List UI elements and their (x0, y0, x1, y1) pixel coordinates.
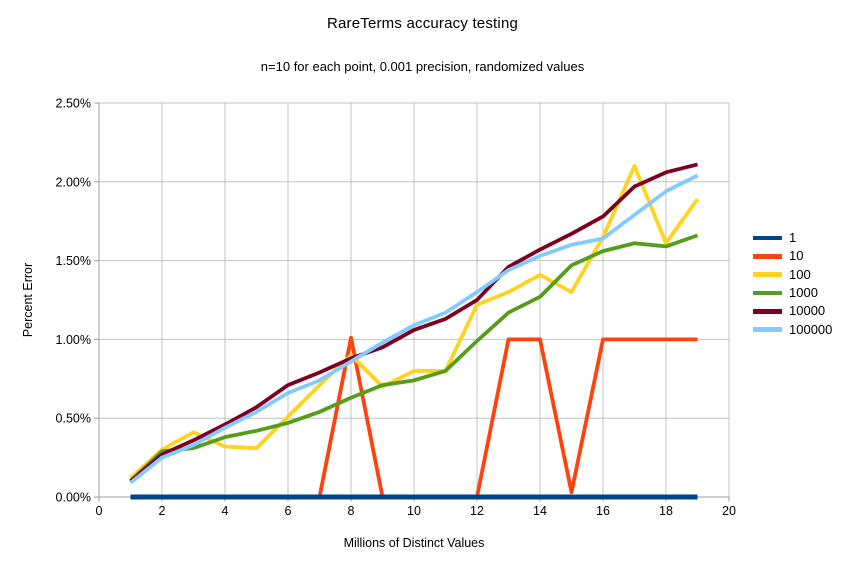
legend-swatch-1000 (753, 290, 782, 296)
x-tick-label: 8 (348, 504, 355, 518)
series-line-10000 (129, 162, 698, 483)
legend-swatch-1 (753, 235, 782, 241)
legend-label-100000: 100000 (789, 321, 833, 337)
x-tick-label: 18 (659, 504, 673, 518)
y-tick-label: 0.50% (56, 412, 91, 426)
legend-label-1: 1 (789, 230, 797, 246)
y-tick-label: 0.00% (56, 491, 91, 505)
chart-subtitle: n=10 for each point, 0.001 precision, ra… (260, 59, 585, 74)
legend-swatch-100 (753, 272, 782, 277)
x-axis-title: Millions of Distinct Values (343, 536, 485, 550)
legend-item-100: 100 (753, 266, 832, 284)
series-line-1000 (129, 233, 699, 483)
x-tick-label: 16 (596, 504, 610, 518)
y-tick-label: 1.50% (56, 254, 91, 268)
x-tick-label: 4 (222, 504, 229, 518)
legend-swatch-10 (753, 254, 782, 259)
legend: 1 10 100 1000 10000 100000 (753, 229, 832, 339)
x-tick-label: 2 (159, 504, 166, 518)
x-tick-label: 12 (470, 504, 484, 518)
x-tick-label: 10 (407, 504, 421, 518)
y-tick-label: 1.00% (56, 333, 91, 347)
legend-item-1: 1 (753, 229, 832, 247)
x-tick-label: 0 (96, 504, 103, 518)
legend-label-10: 10 (789, 248, 804, 264)
legend-item-100000: 100000 (753, 320, 832, 338)
legend-label-100: 100 (789, 266, 811, 282)
legend-swatch-100000 (753, 327, 782, 332)
y-tick-label: 2.50% (56, 97, 91, 111)
y-axis-title: Percent Error (21, 262, 35, 338)
legend-item-10000: 10000 (753, 302, 832, 320)
legend-item-10: 10 (753, 247, 832, 265)
x-tick-label: 14 (533, 504, 547, 518)
y-tick-label: 2.00% (56, 175, 91, 189)
x-tick-label: 6 (285, 504, 292, 518)
legend-swatch-10000 (753, 309, 782, 314)
series-line-100000 (129, 173, 699, 485)
legend-item-1000: 1000 (753, 284, 832, 302)
legend-label-1000: 1000 (789, 285, 818, 301)
chart-title: RareTerms accuracy testing (326, 15, 519, 32)
legend-label-10000: 10000 (789, 303, 826, 319)
x-tick-label: 20 (722, 504, 736, 518)
